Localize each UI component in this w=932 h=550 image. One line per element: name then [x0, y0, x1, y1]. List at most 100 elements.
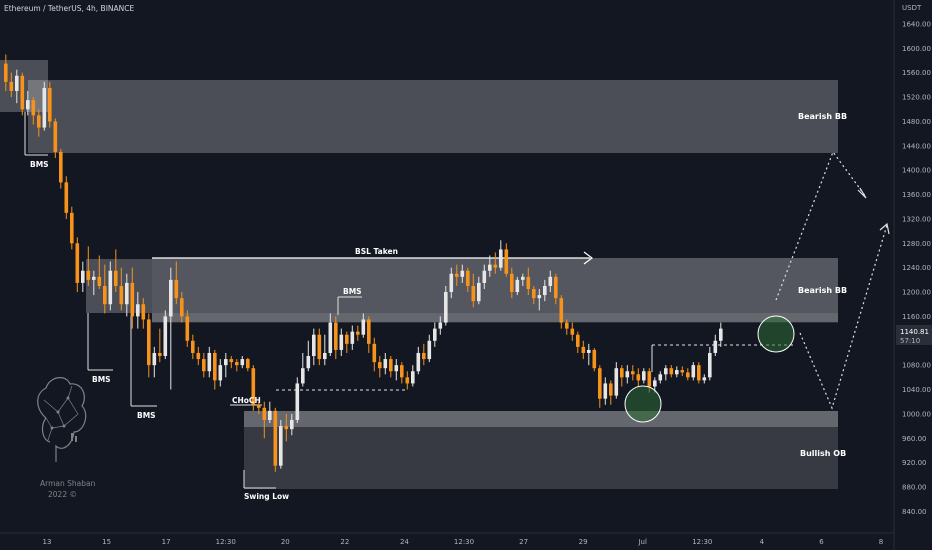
- candle-body: [147, 319, 151, 366]
- candle: [301, 352, 305, 387]
- swing-low-label: Swing Low: [244, 492, 289, 501]
- candle-body: [482, 270, 487, 283]
- candle-body: [31, 100, 36, 116]
- candle: [235, 359, 239, 372]
- candle-body: [576, 334, 580, 347]
- candle: [86, 246, 91, 286]
- candle-body: [334, 322, 338, 350]
- time-tick-label: Jul: [637, 538, 647, 546]
- candle: [218, 359, 223, 387]
- bullish-ob-top-band: [244, 411, 838, 427]
- candle: [592, 348, 597, 372]
- candle: [246, 357, 250, 372]
- candle-body: [510, 273, 514, 293]
- bms-label-1: BMS: [30, 160, 49, 169]
- candle: [295, 377, 300, 424]
- candle-body: [20, 75, 25, 110]
- candle: [262, 401, 267, 439]
- candle: [207, 346, 212, 378]
- candle-body: [592, 349, 597, 369]
- candle-body: [697, 365, 701, 381]
- time-tick-label: 12:30: [216, 538, 236, 546]
- candle-body: [169, 279, 173, 317]
- candle-body: [125, 282, 129, 305]
- candle-body: [405, 377, 410, 384]
- candle-body: [427, 340, 432, 360]
- candle: [449, 267, 454, 299]
- candle: [697, 362, 701, 384]
- candle-body: [389, 359, 393, 372]
- candle: [42, 81, 47, 131]
- candle-body: [378, 362, 382, 369]
- candle: [141, 298, 146, 329]
- candle: [691, 362, 696, 381]
- candle-body: [251, 368, 256, 405]
- candle-body: [455, 273, 459, 277]
- candle-countdown: 57:10: [900, 337, 920, 345]
- candle: [383, 352, 388, 375]
- price-tick-label: 1080.00: [902, 362, 931, 370]
- candle-body: [92, 276, 96, 280]
- candle: [394, 359, 399, 381]
- candle-body: [37, 115, 41, 128]
- candle-body: [537, 295, 542, 299]
- candle-body: [664, 368, 668, 375]
- time-tick-label: 20: [281, 538, 290, 546]
- candle-body: [42, 87, 47, 128]
- candle: [570, 322, 575, 341]
- candle: [92, 270, 96, 296]
- candle-body: [279, 426, 283, 466]
- candle: [317, 328, 322, 366]
- candle: [416, 346, 421, 375]
- time-tick-label: 29: [579, 538, 588, 546]
- zone-label-bearish-2: Bearish BB: [798, 286, 847, 295]
- candle: [273, 407, 278, 472]
- bullish-ob-zone: [244, 411, 838, 489]
- time-tick-label: 17: [162, 538, 171, 546]
- candle: [576, 331, 580, 353]
- time-axis[interactable]: 13 15 17 12:30 20 22 24 12:30 27 29 Jul 12:30 4 6 8: [0, 532, 894, 546]
- candle: [350, 325, 355, 350]
- candle: [631, 365, 635, 381]
- candle-body: [262, 407, 267, 420]
- price-tick-label: 1200.00: [902, 289, 931, 297]
- candle-body: [235, 362, 239, 366]
- watermark-name: Arman Shaban: [40, 479, 96, 488]
- candle: [719, 322, 723, 347]
- candle: [180, 292, 184, 323]
- candle: [103, 264, 107, 314]
- candle-body: [438, 322, 443, 329]
- price-axis[interactable]: USDT 840.00 880.00 920.00 960.00 1000.00 1040…: [893, 0, 932, 550]
- candle: [609, 380, 613, 405]
- candle: [444, 285, 448, 326]
- candle: [389, 356, 393, 378]
- candle-body: [532, 289, 536, 299]
- candle-body: [268, 410, 272, 420]
- candle-body: [15, 75, 19, 92]
- candle-body: [636, 374, 641, 381]
- candle-body: [339, 334, 344, 350]
- candle-body: [97, 276, 102, 286]
- candle-body: [559, 298, 564, 323]
- candle-body: [488, 264, 492, 271]
- candle: [279, 419, 283, 469]
- bearish-breaker-zone: [28, 80, 838, 153]
- candle: [477, 276, 481, 305]
- annotation-labels: BMS BMS BMS BMS CHoCH Swing Low BSL Take…: [30, 112, 847, 501]
- candle: [405, 371, 410, 390]
- candle: [400, 362, 404, 384]
- bearish-breaker-subzone: [152, 313, 838, 323]
- candle: [125, 273, 129, 317]
- candle-body: [548, 276, 553, 286]
- candle-body: [345, 334, 349, 344]
- candle: [532, 285, 536, 305]
- time-tick-label: 22: [340, 538, 349, 546]
- candle: [460, 264, 465, 283]
- candle: [378, 356, 382, 378]
- price-tick-label: 1480.00: [902, 118, 931, 126]
- candle-body: [499, 249, 503, 268]
- candle-body: [257, 404, 261, 408]
- candle: [510, 267, 514, 299]
